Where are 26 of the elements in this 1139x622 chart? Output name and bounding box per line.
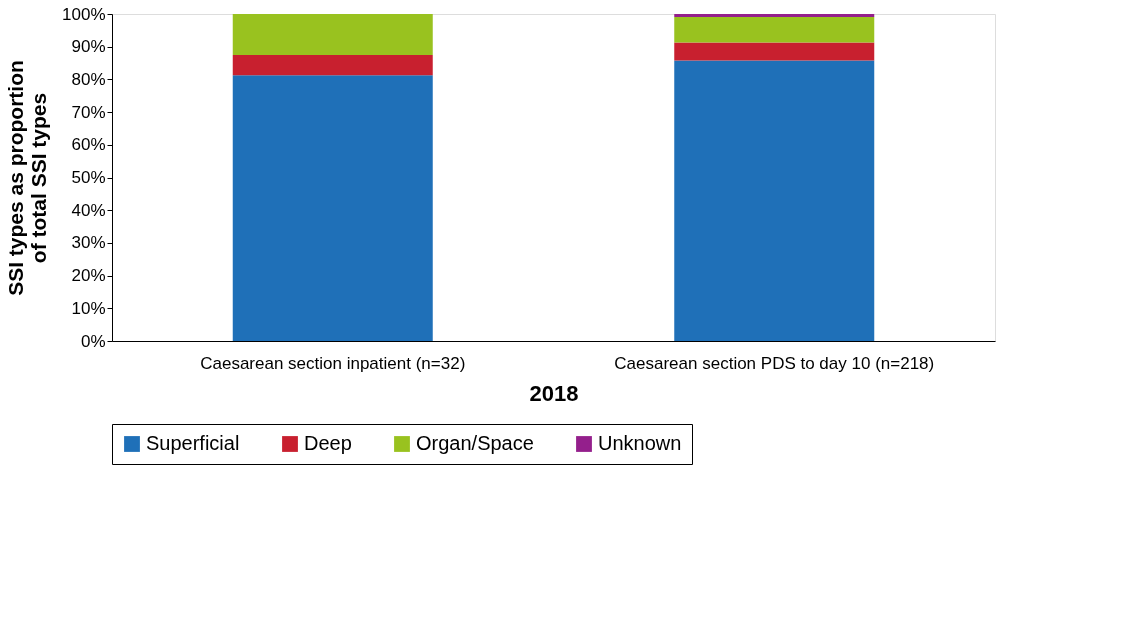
bar (674, 42, 875, 61)
y-axis-title: SSI types as proportion of total SSI types (4, 60, 51, 296)
y-tick-label: 0% (80, 331, 106, 351)
y-tick-label: 20% (71, 266, 106, 286)
bar (674, 60, 875, 341)
legend-label: Deep (304, 432, 352, 454)
y-tick-label: 70% (71, 102, 106, 122)
bar (674, 14, 875, 17)
legend-label: Superficial (146, 432, 240, 454)
legend-label: Organ/Space (416, 432, 534, 454)
y-tick-label: 30% (71, 233, 106, 253)
x-tick-label: Caesarean section PDS to day 10 (n=218) (614, 353, 935, 373)
legend-label: Unknown (598, 432, 682, 454)
x-tick-label: Caesarean section inpatient (n=32) (200, 353, 466, 373)
x-axis-title: 2018 (529, 380, 579, 406)
y-tick-label: 50% (71, 168, 106, 187)
bar (232, 14, 433, 55)
y-tick-label: 60% (71, 135, 106, 155)
bar (232, 75, 433, 341)
y-tick-label: 10% (71, 298, 106, 318)
bar (674, 16, 875, 43)
y-tick-label: 90% (71, 37, 106, 57)
y-tick-label: 100% (62, 4, 106, 24)
y-tick-label: 40% (71, 200, 106, 220)
y-tick-label: 80% (71, 69, 106, 89)
bar (232, 54, 433, 76)
